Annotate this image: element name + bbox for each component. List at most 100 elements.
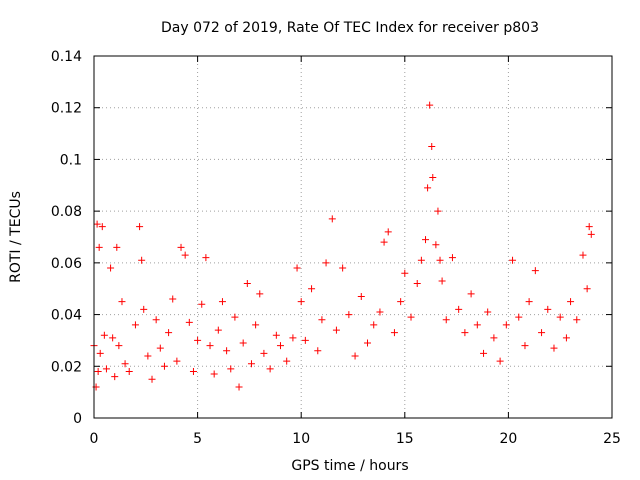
data-point xyxy=(107,264,115,272)
data-point xyxy=(177,243,185,251)
data-point xyxy=(247,360,255,368)
data-point xyxy=(579,251,587,259)
data-point xyxy=(194,336,202,344)
x-tick-label: 5 xyxy=(193,431,202,447)
chart-title: Day 072 of 2019, Rate Of TEC Index for r… xyxy=(161,20,539,36)
data-point xyxy=(509,256,517,264)
data-point xyxy=(223,347,231,355)
data-point xyxy=(585,223,593,231)
data-point xyxy=(95,243,103,251)
data-point xyxy=(448,254,456,262)
data-point xyxy=(266,365,274,373)
y-axis-tick-labels: 0 0.02 0.04 0.06 0.08 0.1 0.12 0.14 xyxy=(51,49,82,427)
data-point xyxy=(181,251,189,259)
y-tick-label: 0.06 xyxy=(51,256,82,272)
data-point xyxy=(301,336,309,344)
data-point xyxy=(276,342,284,350)
data-point xyxy=(432,241,440,249)
data-point xyxy=(131,321,139,329)
y-tick-label: 0.08 xyxy=(51,204,82,220)
data-point xyxy=(111,373,119,381)
data-point xyxy=(314,347,322,355)
data-point xyxy=(424,184,432,192)
data-point xyxy=(417,256,425,264)
data-point xyxy=(525,298,533,306)
data-point xyxy=(556,313,564,321)
y-axis-label: ROTI / TECUs xyxy=(8,191,24,283)
data-point xyxy=(198,300,206,308)
data-point xyxy=(202,254,210,262)
data-point xyxy=(156,344,164,352)
data-point xyxy=(438,277,446,285)
data-point xyxy=(567,298,575,306)
y-tick-label: 0.02 xyxy=(51,359,82,375)
data-series-roti xyxy=(90,101,595,391)
data-point xyxy=(152,316,160,324)
grid xyxy=(94,56,612,418)
data-point xyxy=(339,264,347,272)
data-point xyxy=(165,329,173,337)
x-tick-label: 20 xyxy=(499,431,517,447)
data-point xyxy=(407,313,415,321)
data-point xyxy=(138,256,146,264)
data-point xyxy=(218,298,226,306)
data-point xyxy=(293,264,301,272)
data-point xyxy=(380,238,388,246)
data-point xyxy=(144,352,152,360)
data-point xyxy=(94,367,102,375)
data-point xyxy=(115,342,123,350)
data-point xyxy=(272,331,280,339)
data-point xyxy=(496,357,504,365)
x-tick-label: 15 xyxy=(396,431,414,447)
plot-frame xyxy=(93,55,613,419)
data-point xyxy=(100,331,108,339)
data-point xyxy=(173,357,181,365)
data-point xyxy=(426,101,434,109)
data-point xyxy=(401,269,409,277)
data-point xyxy=(113,243,121,251)
data-point xyxy=(351,352,359,360)
data-point xyxy=(125,367,133,375)
data-point xyxy=(189,367,197,375)
data-point xyxy=(318,316,326,324)
y-tick-label: 0.12 xyxy=(51,101,82,117)
data-point xyxy=(98,223,106,231)
data-point xyxy=(364,339,372,347)
data-point xyxy=(397,298,405,306)
data-point xyxy=(345,311,353,319)
y-tick-label: 0.04 xyxy=(51,308,82,324)
y-tick-label: 0 xyxy=(73,411,82,427)
data-point xyxy=(428,143,436,150)
data-point xyxy=(283,357,291,365)
data-point xyxy=(370,321,378,329)
data-point xyxy=(169,295,177,303)
data-point xyxy=(587,230,595,238)
data-point xyxy=(260,349,268,357)
data-point xyxy=(206,342,214,350)
data-point xyxy=(332,326,340,334)
data-point xyxy=(256,290,264,298)
data-point xyxy=(185,318,193,326)
data-point xyxy=(467,290,475,298)
data-point xyxy=(102,365,110,373)
data-point xyxy=(227,365,235,373)
data-point xyxy=(473,321,481,329)
data-point xyxy=(455,305,463,313)
data-point xyxy=(376,308,384,316)
data-point xyxy=(390,329,398,337)
data-point xyxy=(109,334,117,342)
data-point xyxy=(515,313,523,321)
x-axis-label: GPS time / hours xyxy=(291,458,408,474)
data-point xyxy=(413,280,421,288)
data-point xyxy=(289,334,297,342)
data-point xyxy=(573,316,581,324)
data-point xyxy=(583,285,591,293)
data-point xyxy=(480,349,488,357)
data-point xyxy=(490,334,498,342)
data-point xyxy=(562,334,570,342)
x-tick-label: 25 xyxy=(603,431,621,447)
data-point xyxy=(297,298,305,306)
data-point xyxy=(531,267,539,275)
data-point xyxy=(148,375,156,383)
